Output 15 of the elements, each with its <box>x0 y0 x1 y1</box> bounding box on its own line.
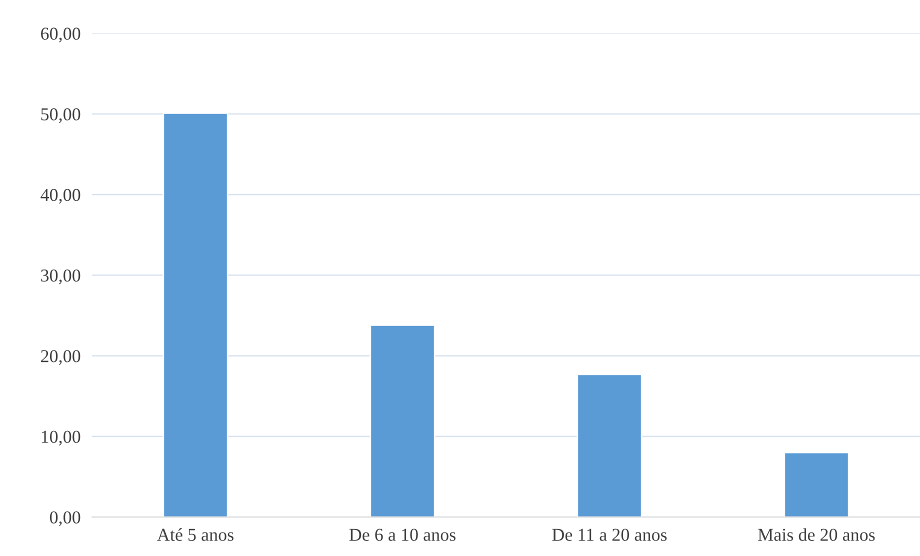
y-tick-label: 60,00 <box>41 28 80 42</box>
y-tick-label: 20,00 <box>41 350 80 365</box>
x-tick-label: De 6 a 10 anos <box>349 528 456 541</box>
y-tick-label: 0,00 <box>50 511 80 526</box>
y-tick-label: 10,00 <box>42 430 80 446</box>
y-tick-label: 40,00 <box>40 188 80 204</box>
x-tick-label: Até 5 anos <box>157 528 234 541</box>
y-tick-label: 50,00 <box>41 108 80 124</box>
x-tick-label: De 11 a 20 anos <box>552 528 667 541</box>
bar <box>784 452 850 518</box>
y-tick-label: 30,00 <box>41 269 80 284</box>
x-tick-label: Mais de 20 anos <box>758 528 875 541</box>
bar <box>370 324 436 518</box>
bar <box>162 112 228 518</box>
bar <box>576 374 642 518</box>
